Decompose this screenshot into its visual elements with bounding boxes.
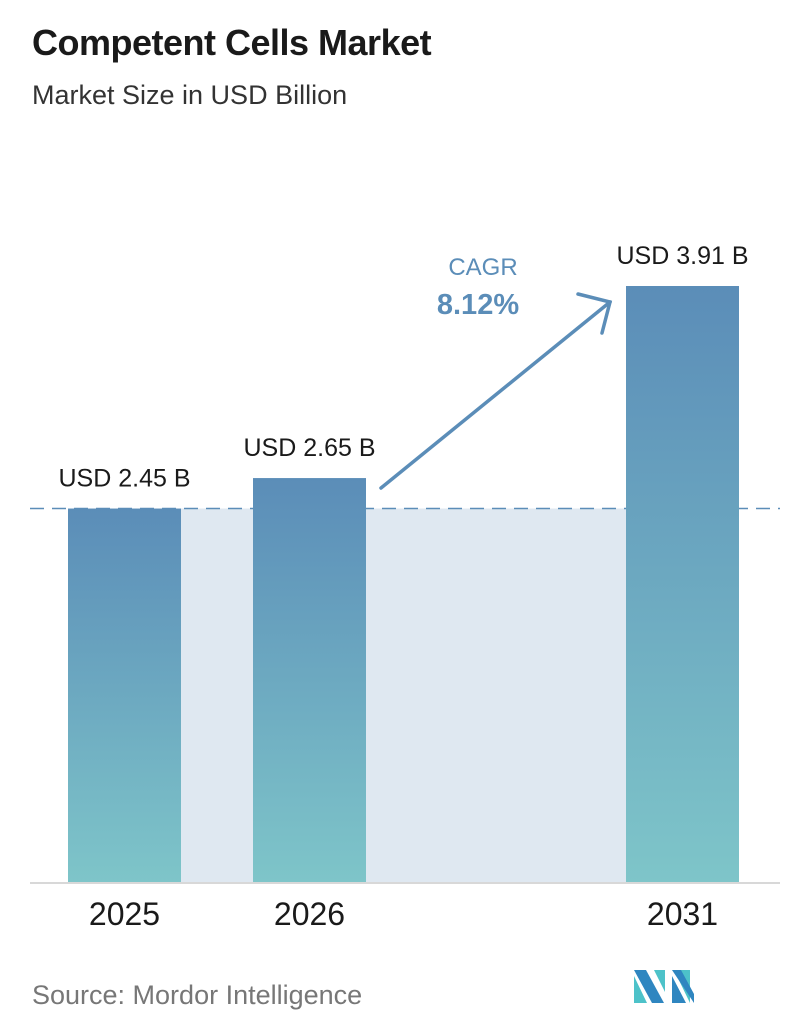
data-label-2026: USD 2.65 B (243, 434, 375, 462)
bar-2025 (68, 508, 181, 882)
data-label-2025: USD 2.45 B (58, 465, 190, 493)
x-tick-label-2026: 2026 (274, 896, 345, 932)
mordor-logo (634, 970, 694, 1003)
cagr-arrow (379, 292, 613, 490)
chart-subtitle: Market Size in USD Billion (32, 80, 348, 110)
bar-chart: USD 2.45 B 2025 USD 2.65 B 2026 USD 3.91 B 20… (30, 242, 780, 932)
bar-2031 (626, 286, 739, 882)
source-note: Source: Mordor Intelligence (32, 980, 363, 1010)
x-tick-label-2031: 2031 (647, 896, 718, 932)
chart-title: Competent Cells Market (32, 22, 432, 63)
cagr-value: 8.12% (437, 289, 519, 321)
cagr-label: CAGR (448, 254, 517, 281)
x-tick-label-2025: 2025 (89, 896, 160, 932)
bar-2026 (253, 478, 366, 882)
data-label-2031: USD 3.91 B (616, 242, 748, 270)
